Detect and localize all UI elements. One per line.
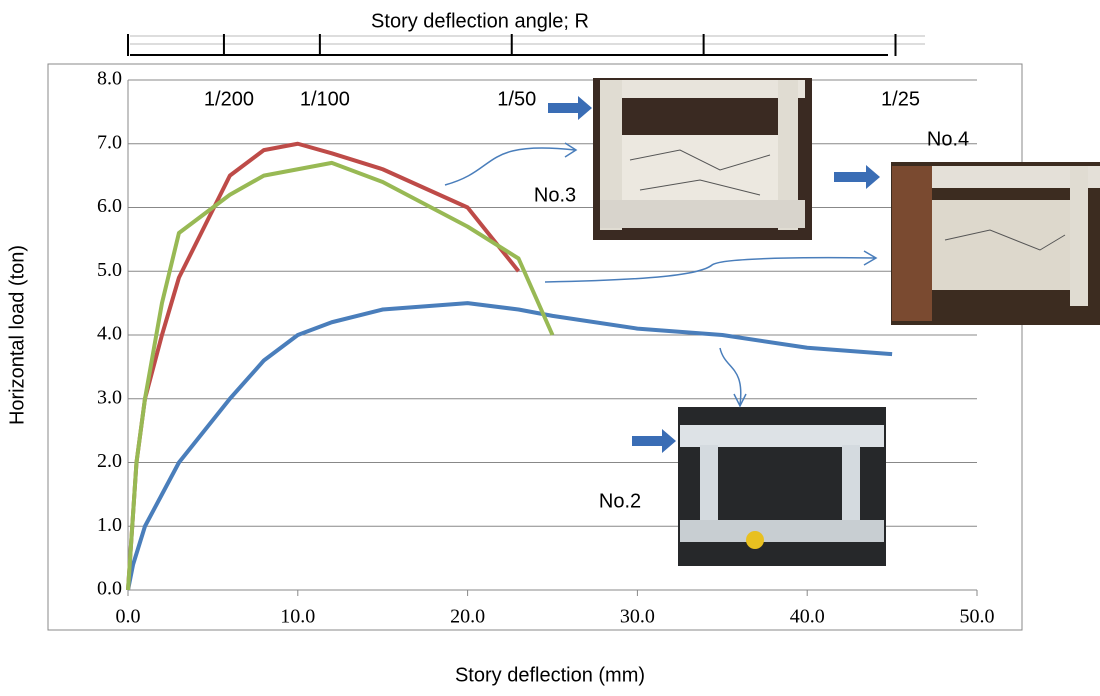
y-tick-label: 7.0 [97, 131, 122, 153]
x-tick-label: 20.0 [450, 606, 485, 628]
x-tick-label: 50.0 [960, 606, 995, 628]
x2-tick-label: 1/200 [204, 88, 254, 110]
photo-no2 [678, 407, 886, 566]
x-tick-label: 40.0 [790, 606, 825, 628]
y-tick-label: 8.0 [97, 68, 122, 90]
x2-axis-title: Story deflection angle; R [371, 10, 589, 32]
y-tick-label: 0.0 [97, 578, 122, 600]
x-tick-label: 30.0 [620, 606, 655, 628]
y-tick-label: 4.0 [97, 323, 122, 345]
series-line [126, 160, 555, 591]
x-tick-label: 0.0 [116, 606, 141, 628]
y-tick-label: 3.0 [97, 386, 122, 408]
x-tick-label: 10.0 [280, 606, 315, 628]
x-axis-title: Story deflection (mm) [455, 664, 645, 686]
y-tick-label: 1.0 [97, 514, 122, 536]
x2-tick-label: 1/50 [497, 88, 536, 110]
series-line [126, 141, 521, 591]
photo-no4 [891, 162, 1100, 325]
annotation: No.2 [599, 490, 641, 512]
x2-tick-label: 1/100 [300, 88, 350, 110]
y-tick-label: 6.0 [97, 195, 122, 217]
annotation: No.3 [534, 184, 576, 206]
y-tick-label: 2.0 [97, 450, 122, 472]
annotation: No.4 [927, 128, 969, 150]
photo-no3 [593, 78, 812, 240]
y-tick-label: 5.0 [97, 259, 122, 281]
x2-tick-label: 1/25 [881, 88, 920, 110]
y-axis-title: Horizontal load (ton) [6, 245, 28, 425]
load-arrows [548, 96, 880, 453]
callout-arrows [444, 142, 878, 408]
plot: 0.0 1.0 2.0 3.0 4.0 5.0 6.0 7.0 8.0 0.0 10.0 20.0 30… [97, 34, 995, 628]
chart-frame [47, 63, 1023, 631]
series-line [126, 301, 893, 591]
